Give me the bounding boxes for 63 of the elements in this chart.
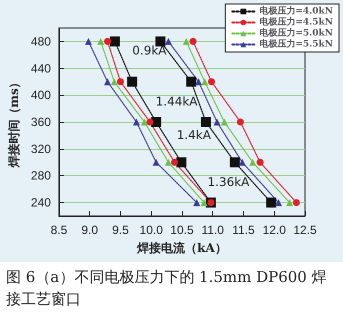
- annotation: 1.4kA: [176, 128, 212, 142]
- point: [220, 118, 228, 126]
- x-tick-label: 9.5: [112, 223, 130, 237]
- y-axis-title: 焊接时间（ms）: [7, 76, 21, 169]
- x-tick-label: 12.5: [293, 223, 317, 237]
- point: [238, 158, 246, 166]
- point: [182, 38, 190, 45]
- point: [214, 118, 221, 126]
- point: [266, 198, 276, 208]
- point: [275, 199, 282, 206]
- point: [190, 38, 197, 45]
- y-tick-label: 320: [30, 142, 52, 156]
- point: [110, 78, 118, 86]
- x-tick-label: 12.0: [262, 223, 286, 237]
- x-tick-label: 10.0: [140, 223, 164, 237]
- point: [249, 158, 256, 166]
- point: [201, 78, 208, 86]
- point: [256, 158, 264, 166]
- point: [84, 38, 92, 45]
- legend-label: 电极压力=5.5kN: [259, 38, 334, 50]
- x-tick-label: 9.0: [81, 223, 98, 237]
- y-tick-label: 360: [30, 115, 52, 129]
- point: [146, 118, 154, 126]
- y-tick-label: 480: [30, 34, 52, 48]
- point: [208, 78, 215, 86]
- x-tick-label: 10.5: [170, 223, 194, 237]
- point: [230, 157, 240, 168]
- y-tick-label: 280: [30, 168, 52, 183]
- point: [140, 118, 148, 126]
- point: [104, 38, 112, 45]
- legend-label: 电极压力=5.0kN: [259, 28, 334, 38]
- annotation: 1.44kA: [156, 94, 198, 108]
- x-axis-title: 焊接电流（kA）: [136, 241, 227, 255]
- point: [132, 118, 140, 126]
- point: [286, 199, 294, 206]
- legend-label: 电极压力=4.0kN: [259, 6, 334, 16]
- point: [195, 78, 202, 86]
- x-tick-label: 11.5: [232, 223, 256, 237]
- x-tick-label: 8.5: [50, 223, 68, 237]
- point: [152, 158, 160, 166]
- point: [176, 157, 186, 168]
- legend-label: 电极压力=4.5kN: [259, 16, 334, 28]
- point: [236, 118, 244, 126]
- point: [200, 117, 211, 127]
- point: [164, 158, 172, 166]
- point: [104, 78, 112, 86]
- point: [193, 199, 200, 206]
- y-tick-label: 240: [30, 196, 52, 210]
- point: [200, 199, 208, 206]
- point: [110, 36, 120, 46]
- y-tick-label: 440: [30, 61, 52, 76]
- point: [292, 199, 300, 206]
- annotation: 0.9kA: [132, 44, 168, 58]
- point: [186, 76, 196, 87]
- point: [164, 38, 172, 45]
- annotation: 1.36kA: [207, 175, 250, 190]
- point: [127, 76, 138, 87]
- y-tick-label: 400: [30, 88, 52, 102]
- caption: 图 6（a）不同电极压力下的 1.5mm DP600 焊接工艺窗口: [5, 267, 328, 310]
- x-tick-label: 11.0: [201, 223, 224, 237]
- point: [97, 38, 104, 45]
- point: [116, 78, 124, 86]
- point: [171, 158, 178, 166]
